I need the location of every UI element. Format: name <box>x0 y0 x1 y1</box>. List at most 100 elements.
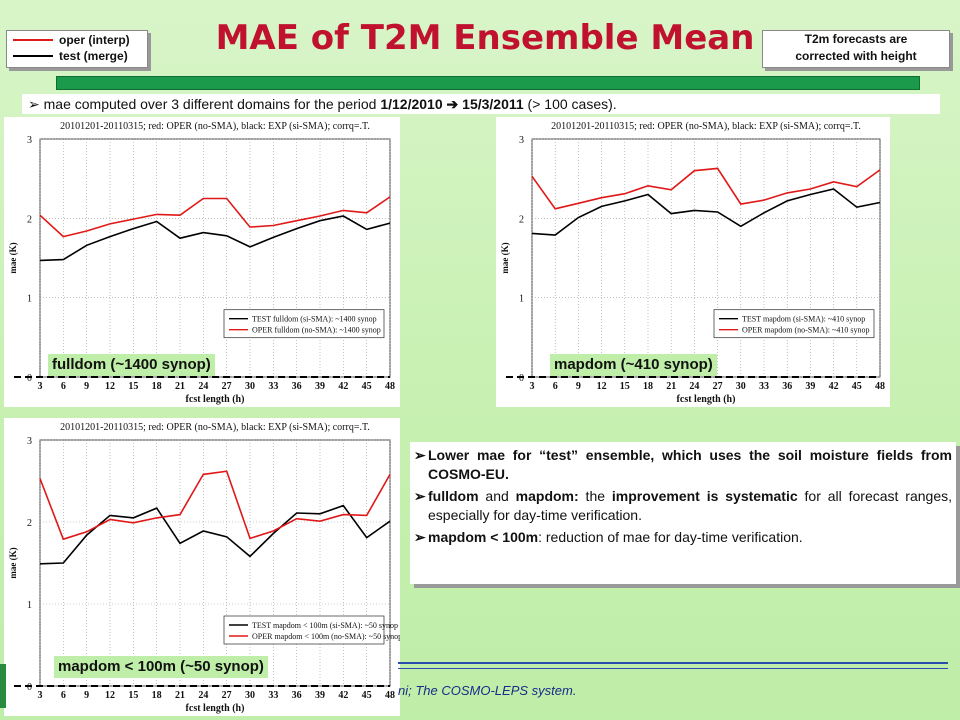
x-tick-label: 3 <box>38 381 43 392</box>
chart-tag-mapdom: mapdom (~410 synop) <box>550 354 717 376</box>
chart-title: 20101201-20110315; red: OPER (no-SMA), b… <box>60 121 370 132</box>
chart-legend-label: TEST mapdom < 100m (si-SMA): ~50 synop <box>252 621 398 630</box>
chart-fulldom: 20101201-20110315; red: OPER (no-SMA), b… <box>8 121 395 405</box>
x-tick-label: 9 <box>84 690 89 701</box>
chart-legend-box <box>223 615 385 645</box>
chart-mapdom: 20101201-20110315; red: OPER (no-SMA), b… <box>500 121 885 405</box>
x-tick-label: 36 <box>782 381 792 392</box>
x-tick-label: 24 <box>689 381 699 392</box>
series-line-test <box>531 188 881 236</box>
x-tick-label: 39 <box>315 381 325 392</box>
legend-item-oper: oper (interp) <box>13 33 130 47</box>
x-tick-label: 45 <box>362 381 372 392</box>
x-tick-label: 6 <box>61 381 66 392</box>
legend-label-test: test (merge) <box>59 49 128 63</box>
legend-label-oper: oper (interp) <box>59 33 130 47</box>
x-tick-label: 18 <box>152 381 162 392</box>
finding-fragment: for all forecast ranges, especially for … <box>428 488 953 523</box>
legend-box: oper (interp) test (merge) <box>6 30 148 68</box>
finding-text: Lower mae for “test” ensemble, which use… <box>428 446 952 484</box>
x-tick-label: 39 <box>315 690 325 701</box>
x-tick-label: 21 <box>666 381 676 392</box>
x-tick-label: 12 <box>105 381 115 392</box>
x-axis-label: fcst length (h) <box>677 394 736 405</box>
chart-title: 20101201-20110315; red: OPER (no-SMA), b… <box>60 422 370 433</box>
chart-legend-label: TEST fulldom (si-SMA): ~1400 synop <box>252 315 377 324</box>
x-tick-label: 48 <box>875 381 885 392</box>
chart-legend-label: OPER mapdom (no-SMA): ~410 synop <box>742 326 869 335</box>
x-tick-label: 42 <box>338 381 348 392</box>
y-axis-label: mae (K) <box>500 242 510 273</box>
left-edge-marker <box>0 664 6 708</box>
chart-legend-box <box>223 309 385 339</box>
chart-legend-label: OPER mapdom < 100m (no-SMA): ~50 synop <box>252 632 400 641</box>
x-tick-label: 33 <box>268 690 278 701</box>
plot-frame <box>39 439 391 687</box>
series-line-test <box>39 215 391 262</box>
legend-line-oper <box>13 39 53 41</box>
legend-line-test <box>13 55 53 57</box>
chart-tag-fulldom: fulldom (~1400 synop) <box>48 354 215 376</box>
title-underline-bar <box>56 76 920 90</box>
x-tick-label: 30 <box>736 381 746 392</box>
x-axis-label: fcst length (h) <box>186 394 245 405</box>
findings-box: ➢ Lower mae for “test” ensemble, which u… <box>410 442 956 584</box>
y-tick-label: 1 <box>519 294 524 305</box>
x-tick-label: 30 <box>245 690 255 701</box>
arrow-bullet-icon: ➢ <box>414 529 426 545</box>
x-tick-label: 27 <box>713 381 723 392</box>
finding-emphasis: mapdom: <box>515 488 579 504</box>
x-tick-label: 18 <box>152 690 162 701</box>
x-tick-label: 3 <box>530 381 535 392</box>
period-start: 1/12/2010 <box>380 96 443 112</box>
x-tick-label: 18 <box>643 381 653 392</box>
finding-emphasis: mapdom < 100m <box>428 529 539 545</box>
legend-item-test: test (merge) <box>13 49 128 63</box>
arrow-bullet-icon: ➢ <box>414 447 426 463</box>
footer-text: ni; The COSMO-LEPS system. <box>398 683 577 698</box>
finding-emphasis: Lower mae for “test” ensemble, which use… <box>428 447 952 482</box>
y-axis-label: mae (K) <box>8 242 18 273</box>
plot-frame <box>39 138 391 378</box>
plot-frame <box>531 138 881 378</box>
x-tick-label: 24 <box>198 690 208 701</box>
chart-title: 20101201-20110315; red: OPER (no-SMA), b… <box>551 121 861 132</box>
chart-tag-mapdom-100m: mapdom < 100m (~50 synop) <box>54 656 268 678</box>
series-line-test <box>39 504 391 565</box>
footer-divider <box>398 662 948 669</box>
series-line-oper <box>39 196 391 238</box>
period-statement: ➢ mae computed over 3 different domains … <box>22 94 940 114</box>
height-correction-note: T2m forecasts are corrected with height <box>762 30 950 68</box>
finding-fragment: the <box>578 488 612 504</box>
x-tick-label: 12 <box>597 381 607 392</box>
note-line-2: corrected with height <box>795 49 917 63</box>
x-tick-label: 39 <box>805 381 815 392</box>
x-tick-label: 6 <box>553 381 558 392</box>
y-tick-label: 0 <box>27 682 32 693</box>
x-tick-label: 48 <box>385 690 395 701</box>
x-tick-label: 21 <box>175 381 185 392</box>
finding-text: fulldom and mapdom: the improvement is s… <box>428 487 952 525</box>
x-tick-label: 42 <box>338 690 348 701</box>
y-tick-label: 3 <box>27 135 32 146</box>
y-tick-label: 1 <box>27 294 32 305</box>
x-tick-label: 21 <box>175 690 185 701</box>
y-tick-label: 3 <box>519 135 524 146</box>
finding-fragment: and <box>478 488 516 504</box>
y-tick-label: 2 <box>27 214 32 225</box>
finding-item: ➢ fulldom and mapdom: the improvement is… <box>414 487 952 525</box>
chart-legend-box <box>713 309 875 339</box>
arrow-bullet-icon: ➢ <box>414 488 426 504</box>
chart-legend-label: OPER fulldom (no-SMA): ~1400 synop <box>252 326 381 335</box>
finding-item: ➢ mapdom < 100m: reduction of mae for da… <box>414 528 952 547</box>
x-tick-label: 12 <box>105 690 115 701</box>
x-tick-label: 3 <box>38 690 43 701</box>
x-tick-label: 33 <box>759 381 769 392</box>
x-tick-label: 36 <box>292 381 302 392</box>
x-tick-label: 6 <box>61 690 66 701</box>
series-line-oper <box>531 167 881 210</box>
finding-emphasis: improvement is systematic <box>611 488 798 504</box>
finding-fragment: : reduction of mae for day-time verifica… <box>538 529 803 545</box>
y-tick-label: 3 <box>27 436 32 447</box>
x-tick-label: 27 <box>222 381 232 392</box>
